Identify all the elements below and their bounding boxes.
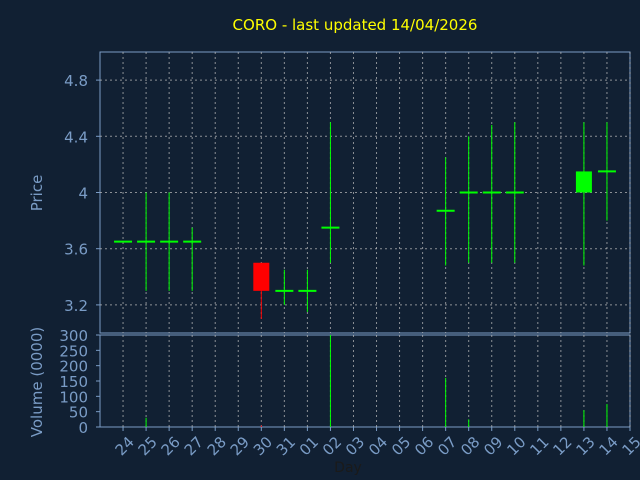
- volume-tick-label: 300: [59, 327, 88, 345]
- price-tick-label: 4.4: [64, 128, 88, 146]
- volume-tick-label: 50: [69, 404, 88, 422]
- volume-tick-label: 150: [59, 373, 88, 391]
- volume-tick-label: 200: [59, 358, 88, 376]
- price-tick-label: 3.6: [64, 241, 88, 259]
- volume-tick-label: 100: [59, 388, 88, 406]
- chart-title: CORO - last updated 14/04/2026: [233, 16, 478, 34]
- candle-body: [253, 262, 270, 291]
- price-tick-label: 4: [78, 185, 88, 203]
- volume-axis-label: Volume (0000): [28, 327, 46, 437]
- price-panel: 3.2 3.6 4 4.4 4.8: [64, 51, 631, 334]
- price-tick-label: 4.8: [64, 72, 88, 90]
- price-axis-label: Price: [28, 175, 46, 212]
- candle-body: [575, 171, 592, 193]
- price-tick-label: 3.2: [64, 297, 88, 315]
- x-axis-label: Day: [334, 460, 362, 476]
- volume-tick-label: 0: [78, 419, 88, 437]
- volume-tick-label: 250: [59, 342, 88, 360]
